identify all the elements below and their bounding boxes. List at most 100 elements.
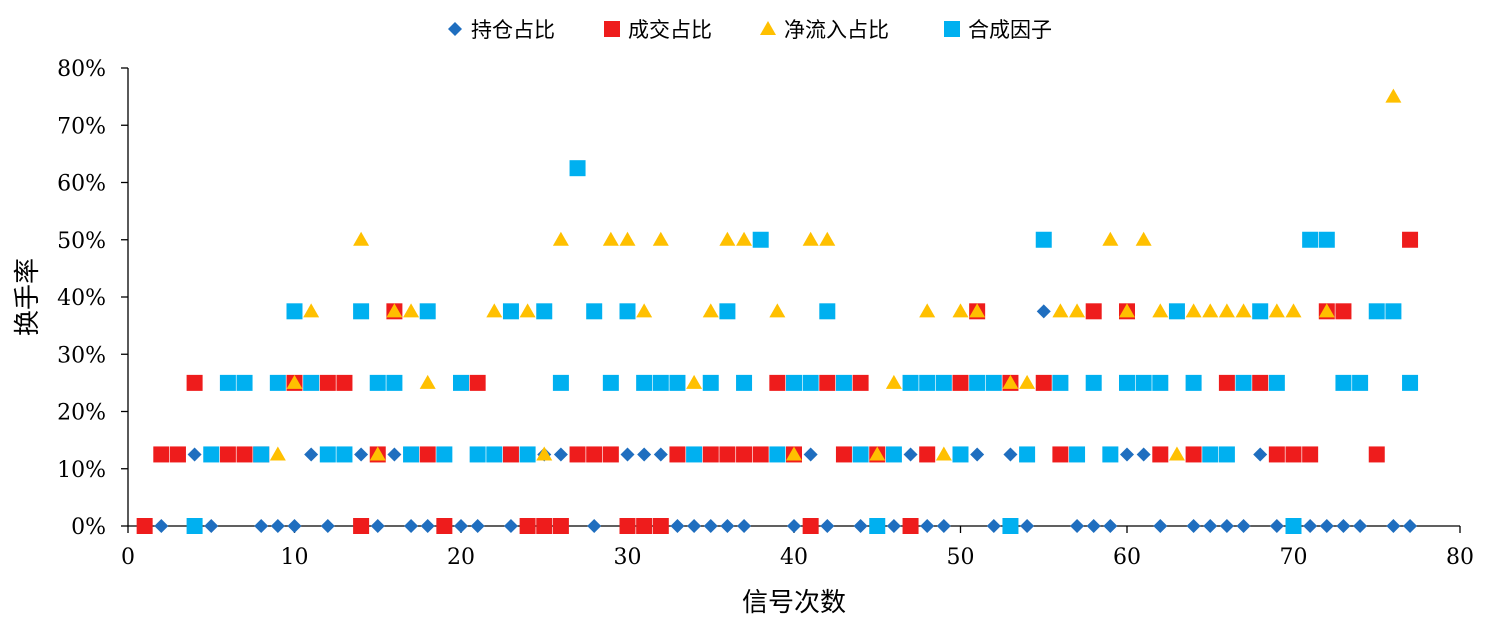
x-tick-label: 70 [1280,545,1308,570]
data-point [1236,519,1251,533]
data-point [1152,374,1169,391]
data-point [1218,446,1235,463]
data-point [269,374,286,391]
data-point [1052,374,1069,391]
data-point [769,374,786,391]
data-point [1168,446,1185,461]
data-point [885,446,902,463]
data-point [819,303,836,320]
data-point [802,374,819,391]
data-point [136,518,153,534]
data-point [952,446,969,463]
data-point [1335,374,1352,391]
data-point [1219,519,1234,533]
data-point [985,374,1002,391]
data-point [786,446,802,461]
data-point [886,519,901,533]
data-point [885,374,902,389]
data-point [769,303,786,318]
legend-marker [448,22,462,36]
data-point [353,231,370,246]
data-point [752,446,769,463]
data-point [287,519,302,533]
data-point [1136,447,1151,462]
data-point [1135,231,1152,246]
data-point [353,303,370,320]
data-point [354,447,369,462]
data-point [1035,374,1052,391]
data-point [203,446,220,463]
legend-item: 合成因子 [944,18,1052,42]
data-point [536,518,553,534]
data-point [619,231,636,246]
data-point [787,519,801,533]
data-point [970,447,985,462]
data-point [269,446,286,461]
data-point [1285,446,1302,463]
data-point [569,446,586,463]
series-3 [269,88,1402,461]
data-point [819,374,836,391]
data-point [319,374,336,391]
data-point [952,374,969,391]
data-point [1185,446,1202,463]
data-point [637,447,652,462]
data-point [419,374,436,389]
data-point [1069,446,1086,463]
data-point [336,374,353,391]
data-point [803,447,818,462]
data-point [303,303,320,318]
legend-marker [760,21,776,35]
data-point [553,447,568,462]
y-tick-label: 0% [71,515,106,540]
data-point [719,303,736,320]
data-point [253,446,270,463]
data-point [1120,447,1134,462]
y-tick-label: 30% [57,343,106,368]
data-point [1085,374,1102,391]
data-point [270,519,285,533]
data-point [336,446,353,463]
data-point [702,303,719,318]
data-point [219,374,236,391]
data-point [719,446,736,463]
data-point [1302,446,1319,463]
legend: 持仓占比 成交占比 净流入占比 合成因子 [448,18,1052,42]
data-point [1119,303,1135,318]
data-point [254,519,269,533]
data-point [1186,519,1201,533]
data-point [1103,519,1118,533]
data-point [204,519,219,533]
data-point [636,303,653,318]
data-point [1002,374,1019,389]
data-point [752,231,769,248]
data-point [1335,303,1352,320]
data-point [1052,446,1069,463]
data-point [1285,303,1302,318]
data-point [187,447,202,462]
series-4 [186,160,1419,534]
data-point [802,518,819,534]
x-tick-label: 0 [121,545,135,570]
data-point [619,303,636,320]
data-point [869,446,886,461]
data-point [619,518,636,534]
data-point [1368,303,1385,320]
data-point [853,519,868,533]
data-point [304,447,319,462]
data-point [1385,303,1402,320]
data-point [1203,519,1218,533]
data-point [453,374,469,391]
data-point [935,374,952,391]
y-ticks: 0% 10% 20% 30% 40% 50% 60% 70% 80% [57,57,128,540]
data-point [602,374,619,391]
data-point [1403,519,1418,533]
y-tick-label: 40% [57,286,106,311]
data-point [952,303,969,318]
data-point [186,518,203,534]
data-point [587,519,602,533]
data-point [386,303,403,318]
data-point [820,519,835,533]
y-axis-title: 换手率 [13,258,43,336]
